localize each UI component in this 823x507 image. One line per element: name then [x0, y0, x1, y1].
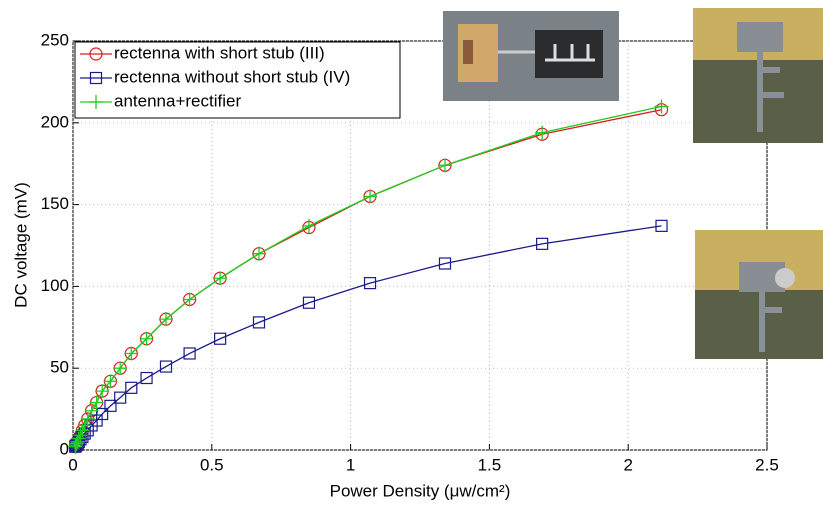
legend-label: rectenna with short stub (III) — [114, 43, 325, 62]
marker — [84, 403, 99, 418]
x-tick-label: 0 — [68, 455, 77, 474]
marker — [251, 246, 266, 261]
photo-inset — [695, 230, 823, 359]
marker — [103, 374, 118, 389]
y-tick-label: 200 — [41, 112, 69, 131]
marker — [158, 312, 173, 327]
marker — [302, 296, 316, 309]
y-tick-label: 100 — [41, 276, 69, 295]
marker — [214, 332, 227, 345]
marker — [301, 218, 316, 233]
marker — [124, 346, 139, 361]
marker — [80, 411, 95, 426]
legend-label: antenna+rectifier — [114, 91, 241, 110]
marker — [438, 257, 452, 270]
marker — [125, 381, 138, 394]
marker — [104, 399, 117, 412]
marker — [114, 391, 127, 404]
y-tick-label: 0 — [60, 439, 69, 458]
legend-marker — [89, 95, 103, 109]
x-axis-label: Power Density (μw/cm²) — [330, 481, 511, 500]
marker — [536, 237, 549, 250]
marker — [71, 431, 86, 446]
marker — [535, 125, 550, 140]
marker — [77, 418, 92, 433]
marker — [182, 292, 197, 307]
marker — [252, 316, 266, 329]
marker — [139, 331, 154, 346]
photo-inset — [693, 8, 823, 143]
x-tick-label: 1 — [346, 455, 355, 474]
marker — [70, 434, 85, 449]
y-tick-label: 150 — [41, 194, 69, 213]
y-tick-label: 250 — [41, 30, 69, 49]
marker — [183, 347, 196, 360]
y-axis-label: DC voltage (mV) — [11, 182, 30, 308]
marker — [68, 438, 83, 453]
x-tick-label: 2 — [623, 455, 632, 474]
photo-inset — [443, 11, 619, 101]
marker — [363, 277, 377, 290]
marker — [159, 360, 173, 373]
legend-marker — [89, 71, 103, 85]
x-tick-label: 0.5 — [200, 455, 224, 474]
x-tick-label: 2.5 — [755, 455, 779, 474]
marker — [140, 371, 153, 385]
legend-marker — [89, 47, 103, 61]
legend: rectenna with short stub (III) rectenna w… — [74, 41, 401, 119]
marker — [213, 271, 228, 286]
marker — [113, 361, 128, 376]
legend-label: rectenna without short stub (IV) — [114, 67, 350, 86]
marker — [655, 219, 668, 232]
marker — [654, 99, 669, 114]
marker — [96, 407, 109, 421]
x-tick-label: 1.5 — [478, 455, 502, 474]
marker — [363, 189, 378, 204]
marker — [437, 158, 452, 173]
marker — [89, 395, 104, 410]
y-tick-label: 50 — [50, 358, 69, 377]
marker — [95, 384, 110, 399]
